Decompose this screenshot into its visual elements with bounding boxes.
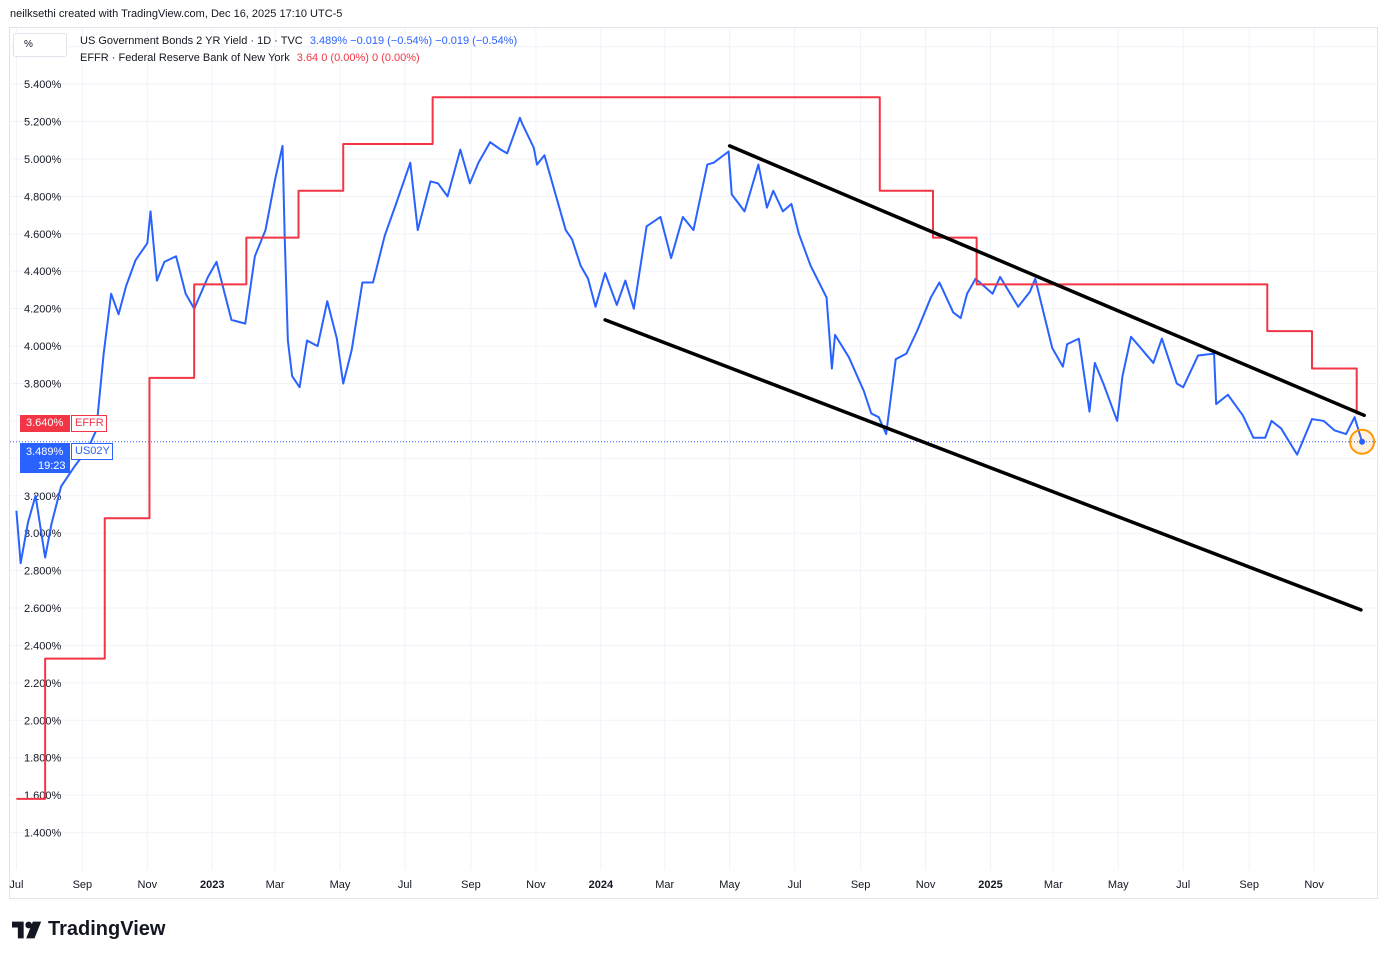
y-tick-label: 2.800% bbox=[24, 566, 62, 578]
y-tick-label: 4.800% bbox=[24, 191, 62, 203]
last-price-dot bbox=[1359, 438, 1366, 445]
y-tick-label: 3.800% bbox=[24, 379, 62, 391]
x-tick-label: May bbox=[1108, 879, 1129, 891]
x-tick-label: Nov bbox=[526, 879, 546, 891]
y-tick-label: 4.400% bbox=[24, 266, 62, 278]
y-tick-label: 5.000% bbox=[24, 154, 62, 166]
x-tick-label: 2025 bbox=[978, 879, 1002, 891]
x-tick-label: Nov bbox=[1304, 879, 1324, 891]
effr-price-tag: 3.640% bbox=[20, 415, 70, 432]
x-tick-label: Sep bbox=[461, 879, 481, 891]
x-tick-label: Jul bbox=[788, 879, 802, 891]
upper-channel-trendline bbox=[727, 144, 1366, 418]
x-tick-label: 2024 bbox=[589, 879, 614, 891]
footer-brand-text: TradingView bbox=[48, 918, 166, 940]
x-tick-label: Jul bbox=[1176, 879, 1190, 891]
effr-series-line bbox=[16, 96, 1363, 800]
x-tick-label: Jul bbox=[9, 879, 23, 891]
tradingview-logo-icon bbox=[12, 921, 42, 938]
x-tick-label: Nov bbox=[138, 879, 158, 891]
x-tick-label: Mar bbox=[266, 879, 285, 891]
legend-us02y-values: 3.489% −0.019 (−0.54%) −0.019 (−0.54%) bbox=[309, 35, 518, 47]
x-tick-label: Sep bbox=[1239, 879, 1259, 891]
legend-us02y[interactable]: US Government Bonds 2 YR Yield · 1D · TV… bbox=[80, 35, 517, 47]
x-tick-label: May bbox=[719, 879, 740, 891]
x-tick-label: May bbox=[330, 879, 351, 891]
x-tick-label: Mar bbox=[1044, 879, 1063, 891]
x-tick-label: Sep bbox=[73, 879, 93, 891]
y-tick-label: 3.000% bbox=[24, 528, 62, 540]
x-tick-label: Mar bbox=[655, 879, 674, 891]
x-tick-label: Jul bbox=[398, 879, 412, 891]
x-tick-label: 2023 bbox=[200, 879, 224, 891]
legend-effr-values: 3.64 0 (0.00%) 0 (0.00%) bbox=[296, 52, 420, 64]
us02y-symbol-tag: US02Y bbox=[71, 443, 113, 460]
y-tick-label: 5.400% bbox=[24, 79, 62, 91]
y-tick-label: 5.200% bbox=[24, 117, 62, 129]
x-tick-label: Nov bbox=[916, 879, 936, 891]
x-tick-label: Sep bbox=[851, 879, 871, 891]
effr-symbol-tag: EFFR bbox=[71, 415, 107, 432]
y-tick-label: 3.200% bbox=[24, 491, 62, 503]
legend-effr-name: EFFR · Federal Reserve Bank of New York bbox=[80, 52, 290, 64]
us02y-countdown: 19:23 bbox=[38, 460, 66, 472]
attribution-text: neilksethi created with TradingView.com,… bbox=[10, 8, 343, 20]
y-tick-label: 2.600% bbox=[24, 603, 62, 615]
y-tick-label: 1.800% bbox=[24, 753, 62, 765]
legend-us02y-name: US Government Bonds 2 YR Yield · 1D · TV… bbox=[80, 35, 303, 47]
y-tick-label: 2.000% bbox=[24, 715, 62, 727]
legend-effr[interactable]: EFFR · Federal Reserve Bank of New York … bbox=[80, 52, 420, 64]
y-tick-label: 1.400% bbox=[24, 828, 62, 840]
us02y-series-line bbox=[15, 116, 1363, 565]
footer-brand[interactable]: TradingView bbox=[12, 918, 165, 941]
y-tick-label: 4.600% bbox=[24, 229, 62, 241]
y-tick-label: 4.200% bbox=[24, 304, 62, 316]
scale-percent-button[interactable]: % bbox=[13, 33, 67, 57]
us02y-price-value: 3.489% bbox=[26, 446, 64, 458]
chart-frame bbox=[9, 27, 1378, 899]
lower-channel-trendline bbox=[603, 318, 1363, 612]
y-tick-label: 2.400% bbox=[24, 640, 62, 652]
y-tick-label: 4.000% bbox=[24, 341, 62, 353]
y-tick-label: 2.200% bbox=[24, 678, 62, 690]
us02y-price-tag: 3.489% 19:23 bbox=[20, 443, 70, 473]
y-tick-label: 1.600% bbox=[24, 790, 62, 802]
